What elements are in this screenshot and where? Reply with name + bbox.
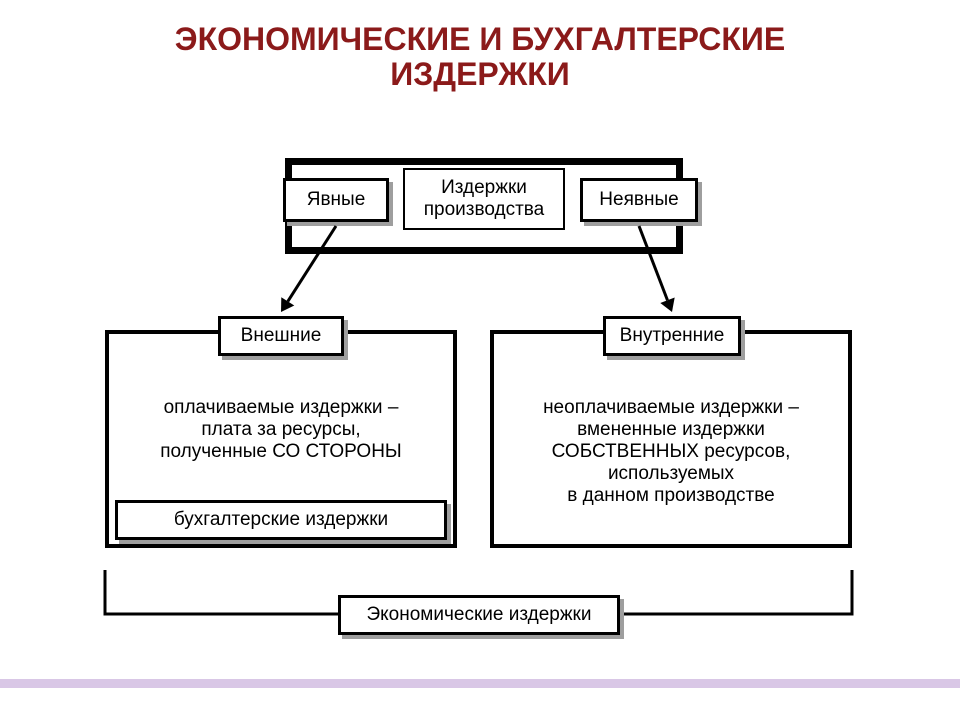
left-description-text: оплачиваемые издержки – плата за ресурсы…: [160, 397, 402, 463]
left-description: оплачиваемые издержки – плата за ресурсы…: [115, 374, 447, 486]
arrow-implicit-to-internal: [625, 212, 686, 326]
internal-label: Внутренние: [620, 325, 725, 347]
accounting-costs-box: бухгалтерские издержки: [115, 500, 447, 540]
accounting-costs-label: бухгалтерские издержки: [174, 509, 388, 531]
footer-bar: [0, 679, 960, 688]
economic-costs-label: Экономические издержки: [367, 604, 592, 626]
page-title: ЭКОНОМИЧЕСКИЕ И БУХГАЛТЕРСКИЕ ИЗДЕРЖКИ: [0, 22, 960, 92]
economic-costs-box: Экономические издержки: [338, 595, 620, 635]
production-costs-box: Издержки производства: [403, 168, 565, 230]
explicit-label: Явные: [307, 189, 366, 211]
internal-box: Внутренние: [603, 316, 741, 356]
external-box: Внешние: [218, 316, 344, 356]
implicit-label: Неявные: [599, 189, 678, 211]
arrow-explicit-to-external: [267, 212, 350, 326]
right-description-text: неоплачиваемые издержки – вмененные изде…: [543, 397, 799, 507]
title-line-2: ИЗДЕРЖКИ: [390, 56, 570, 92]
right-description: неоплачиваемые издержки – вмененные изде…: [500, 363, 842, 541]
title-line-1: ЭКОНОМИЧЕСКИЕ И БУХГАЛТЕРСКИЕ: [175, 21, 785, 57]
production-costs-label: Издержки производства: [424, 177, 545, 221]
external-label: Внешние: [241, 325, 322, 347]
